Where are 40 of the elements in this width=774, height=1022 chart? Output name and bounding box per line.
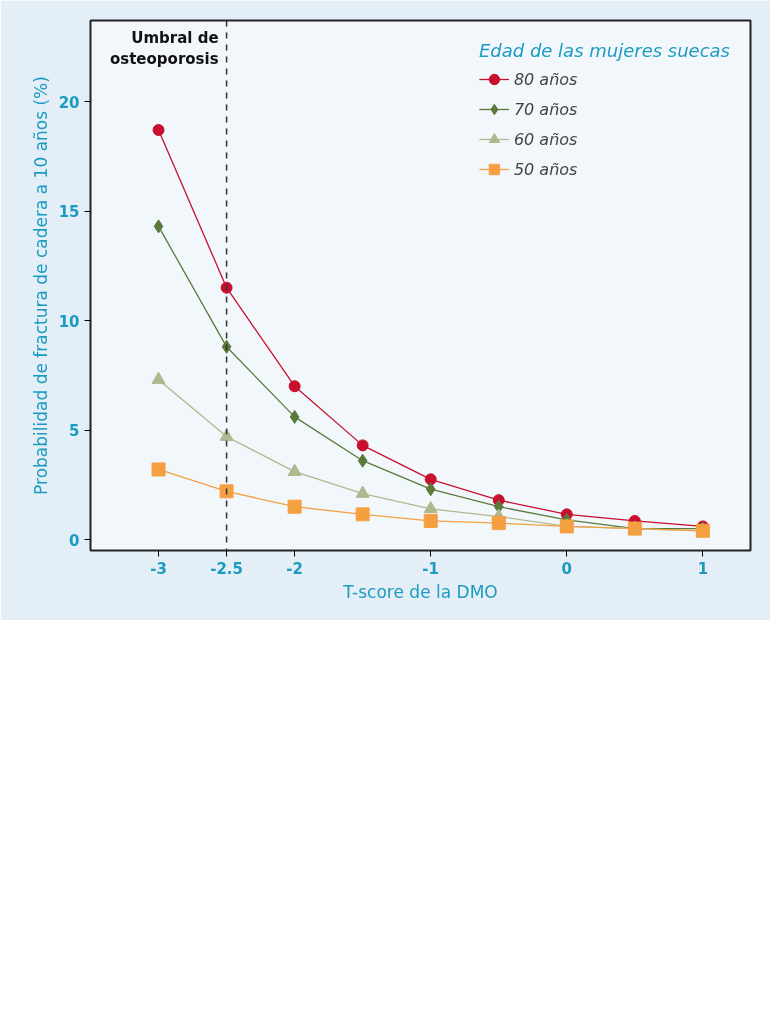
point bbox=[355, 507, 370, 522]
point bbox=[219, 484, 234, 499]
y-tick-label: 0 bbox=[69, 531, 80, 550]
y-tick-label: 5 bbox=[69, 422, 80, 441]
x-axis-title: T-score de la DMO bbox=[342, 581, 498, 602]
point bbox=[151, 371, 166, 384]
y-tick-label: 15 bbox=[58, 203, 80, 222]
point bbox=[287, 463, 302, 476]
point bbox=[355, 485, 370, 498]
point bbox=[221, 339, 232, 354]
point bbox=[219, 428, 234, 441]
point bbox=[152, 124, 165, 136]
point bbox=[288, 380, 301, 393]
point bbox=[356, 439, 369, 452]
point bbox=[424, 473, 437, 486]
point bbox=[151, 462, 166, 477]
legend-label: 50 años bbox=[513, 159, 578, 179]
point bbox=[423, 500, 438, 514]
point bbox=[153, 219, 164, 234]
point bbox=[357, 453, 368, 468]
x-tick-label: -2.5 bbox=[210, 559, 243, 578]
point bbox=[425, 482, 436, 497]
x-tick-label: 0 bbox=[561, 559, 573, 578]
y-axis-title: Probabilidad de fractura de cadera a 10 años (%) bbox=[30, 76, 51, 495]
legend-label: 60 años bbox=[513, 129, 578, 149]
x-tick-label: -3 bbox=[150, 559, 167, 578]
point bbox=[289, 409, 300, 424]
x-tick-label: 1 bbox=[697, 559, 709, 578]
y-tick-label: 10 bbox=[58, 312, 80, 331]
legend-label: 80 años bbox=[513, 69, 578, 89]
legend-label: 70 años bbox=[513, 99, 578, 119]
point bbox=[287, 499, 302, 514]
point bbox=[220, 281, 233, 294]
x-tick-label: -1 bbox=[422, 559, 440, 578]
point bbox=[491, 516, 506, 531]
x-tick-label: -2 bbox=[286, 559, 303, 578]
y-tick-label: 20 bbox=[58, 93, 80, 112]
point bbox=[423, 513, 438, 528]
legend-title: Edad de las mujeres suecas bbox=[478, 40, 730, 61]
ref-line-label: Umbral de osteoporosis bbox=[109, 28, 219, 69]
